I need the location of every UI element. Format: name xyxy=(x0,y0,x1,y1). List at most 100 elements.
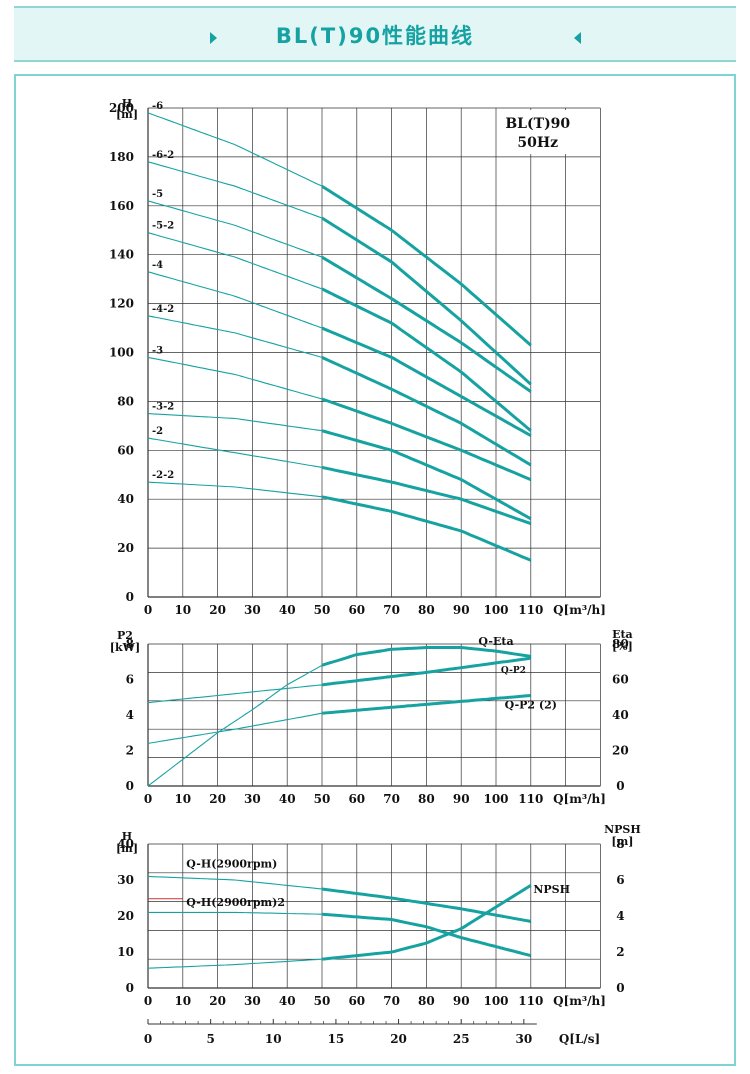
x-tick-label: 50 xyxy=(314,603,331,617)
model-label: BL(T)90 xyxy=(505,116,570,132)
x-tick-label: 110 xyxy=(518,603,543,617)
eta-curve xyxy=(147,645,532,787)
qh-2900-2-curve-thin xyxy=(148,911,323,915)
head-curve xyxy=(147,356,532,481)
x-tick-label: 80 xyxy=(418,603,435,617)
x-axis-label: Q[m³/h] xyxy=(553,994,606,1008)
y-tick-label: 0 xyxy=(126,981,134,995)
head-curve xyxy=(147,200,532,393)
head-curve-thin xyxy=(147,161,323,219)
x-tick-label: 80 xyxy=(418,994,435,1008)
curve-label: -6 xyxy=(152,101,163,112)
head-curve-thick xyxy=(321,429,532,521)
x-tick-label: 50 xyxy=(314,792,331,806)
curve-label: -3 xyxy=(152,345,163,356)
head-curve-thick xyxy=(321,326,532,437)
triangle-right-icon xyxy=(210,32,217,44)
y2-axis-unit: [%] xyxy=(612,640,633,653)
y-axis-unit: [m] xyxy=(116,108,138,121)
x-tick-label: 0 xyxy=(144,603,152,617)
qh-2900-2-curve xyxy=(148,911,532,958)
x-tick-label: 20 xyxy=(209,994,226,1008)
y2-tick-label: 40 xyxy=(612,708,629,722)
head-curve xyxy=(147,271,532,437)
y-tick-label: 40 xyxy=(117,837,134,851)
head-curve-thick xyxy=(321,397,532,481)
p2-2-label: Q-P2 (2) xyxy=(505,698,557,711)
y-tick-label: 30 xyxy=(117,873,134,887)
x-tick-label: 100 xyxy=(483,994,508,1008)
curve-label: -5 xyxy=(152,189,163,200)
y2-tick-label: 60 xyxy=(612,673,629,687)
y-tick-label: 160 xyxy=(109,199,134,213)
y-tick-label: 180 xyxy=(109,150,134,164)
y-tick-label: 0 xyxy=(126,590,134,604)
y2-axis-label: Eta xyxy=(612,628,633,641)
y-tick-label: 20 xyxy=(117,541,134,555)
qh-2900-label: Q-H(2900rpm) xyxy=(186,857,277,870)
npsh-curve-thick xyxy=(321,884,532,961)
x-tick-label: 90 xyxy=(453,603,470,617)
y-tick-label: 6 xyxy=(126,673,134,687)
head-curve-thick xyxy=(321,287,532,432)
head-curve xyxy=(147,232,532,432)
qh-2900-2-curve-thick xyxy=(321,912,532,958)
y-axis-label: H xyxy=(122,830,132,843)
eta-label: Q-Eta xyxy=(478,635,513,648)
p2-2-curve xyxy=(147,694,531,744)
x-tick-label: 40 xyxy=(279,792,296,806)
npsh-grid xyxy=(147,843,601,989)
y2-tick-label: 8 xyxy=(616,837,624,851)
curve-label: -6-2 xyxy=(152,150,174,161)
y-tick-label: 4 xyxy=(126,708,134,722)
ls-axis-label: Q[L/s] xyxy=(559,1032,600,1046)
x-tick-label: 90 xyxy=(453,792,470,806)
y-axis-label: H xyxy=(122,97,132,110)
y2-tick-label: 0 xyxy=(616,779,624,793)
x-tick-label: 60 xyxy=(348,994,365,1008)
ls-tick-label: 25 xyxy=(453,1032,470,1046)
ls-tick-label: 20 xyxy=(390,1032,407,1046)
x-tick-label: 30 xyxy=(244,792,261,806)
qh-2900-curve-thin xyxy=(147,875,323,890)
x-tick-label: 0 xyxy=(144,792,152,806)
eta-curve-thick xyxy=(321,645,532,667)
head-curve-thin xyxy=(147,271,323,329)
x-tick-label: 110 xyxy=(518,994,543,1008)
p2-curve xyxy=(147,656,531,704)
y2-tick-label: 20 xyxy=(612,744,629,758)
curve-label: -2 xyxy=(152,426,163,437)
x-tick-label: 30 xyxy=(244,603,261,617)
y-tick-label: 60 xyxy=(117,443,134,457)
y-tick-label: 10 xyxy=(117,945,134,959)
curve-label: -2-2 xyxy=(152,470,174,481)
y-tick-label: 100 xyxy=(109,346,134,360)
head-curve-thin xyxy=(147,232,323,290)
head-curve-thin xyxy=(147,356,323,400)
x-tick-label: 90 xyxy=(453,994,470,1008)
x-tick-label: 20 xyxy=(209,792,226,806)
head-curve-thick xyxy=(321,495,532,562)
x-tick-label: 100 xyxy=(483,792,508,806)
ls-tick-label: 15 xyxy=(328,1032,345,1046)
x-tick-label: 50 xyxy=(314,994,331,1008)
head-grid xyxy=(147,107,601,598)
curve-label: -3-2 xyxy=(152,402,174,413)
head-curve-thick xyxy=(321,216,532,386)
ls-tick-label: 5 xyxy=(206,1032,214,1046)
head-curve xyxy=(147,481,532,562)
head-curve-thin xyxy=(147,481,323,498)
y-tick-label: 2 xyxy=(126,744,134,758)
y-axis-unit: [m] xyxy=(116,842,138,855)
head-curve-thick xyxy=(321,465,532,526)
curve-label: -4-2 xyxy=(152,304,174,315)
y-tick-label: 20 xyxy=(117,909,134,923)
frequency-label: 50Hz xyxy=(517,135,558,151)
x-tick-label: 10 xyxy=(174,603,191,617)
y2-tick-label: 0 xyxy=(616,981,624,995)
y-tick-label: 80 xyxy=(117,394,134,408)
y2-axis-label: NPSH xyxy=(604,823,641,836)
x-tick-label: 0 xyxy=(144,994,152,1008)
head-curve-thin xyxy=(147,112,323,187)
